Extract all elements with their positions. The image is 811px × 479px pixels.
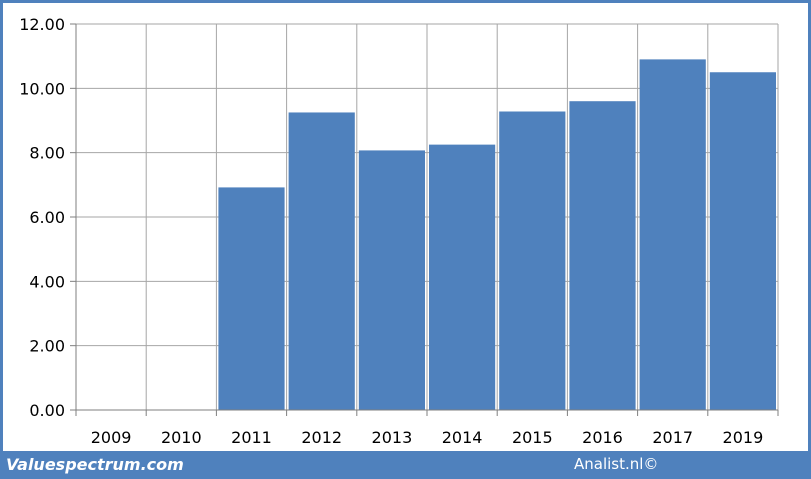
x-tick-label: 2012 xyxy=(301,428,342,447)
footer-brand-analist: Analist.nl© xyxy=(574,455,659,473)
bars xyxy=(218,59,776,411)
axes xyxy=(70,23,779,416)
x-tick-label: 2017 xyxy=(652,428,693,447)
bar-2014 xyxy=(429,144,496,410)
x-tick-label: 2013 xyxy=(372,428,413,447)
x-tick-label: 2019 xyxy=(723,428,764,447)
x-tick-label: 2010 xyxy=(161,428,202,447)
x-tick-label: 2009 xyxy=(91,428,132,447)
y-tick-label: 2.00 xyxy=(29,337,65,356)
bar-2013 xyxy=(358,150,425,411)
y-tick-label: 8.00 xyxy=(29,144,65,163)
y-tick-label: 4.00 xyxy=(29,272,65,291)
grid-lines xyxy=(76,23,779,411)
y-tick-label: 10.00 xyxy=(19,79,65,98)
x-tick-label: 2011 xyxy=(231,428,272,447)
y-tick-label: 6.00 xyxy=(29,208,65,227)
plot-panel: 0.00 2.00 4.00 6.00 8.00 10.00 12.00 2009 2010 2… xyxy=(3,3,808,451)
bar-2012 xyxy=(288,112,355,410)
x-tick-label: 2016 xyxy=(582,428,623,447)
bar-2015 xyxy=(499,111,566,410)
bar-2018 xyxy=(709,72,776,410)
x-tick-label: 2015 xyxy=(512,428,553,447)
x-tick-labels: 2009 2010 2011 2012 2013 2014 2015 2016 2017 2019 xyxy=(91,428,764,447)
y-tick-labels: 0.00 2.00 4.00 6.00 8.00 10.00 12.00 xyxy=(19,15,65,420)
x-tick-label: 2014 xyxy=(442,428,483,447)
bar-2017 xyxy=(639,59,706,411)
y-tick-label: 12.00 xyxy=(19,15,65,34)
y-tick-label: 0.00 xyxy=(29,401,65,420)
bar-2016 xyxy=(569,101,636,410)
footer-brand-valuespectrum: Valuespectrum.com xyxy=(6,455,184,474)
bar-2011 xyxy=(218,187,285,410)
